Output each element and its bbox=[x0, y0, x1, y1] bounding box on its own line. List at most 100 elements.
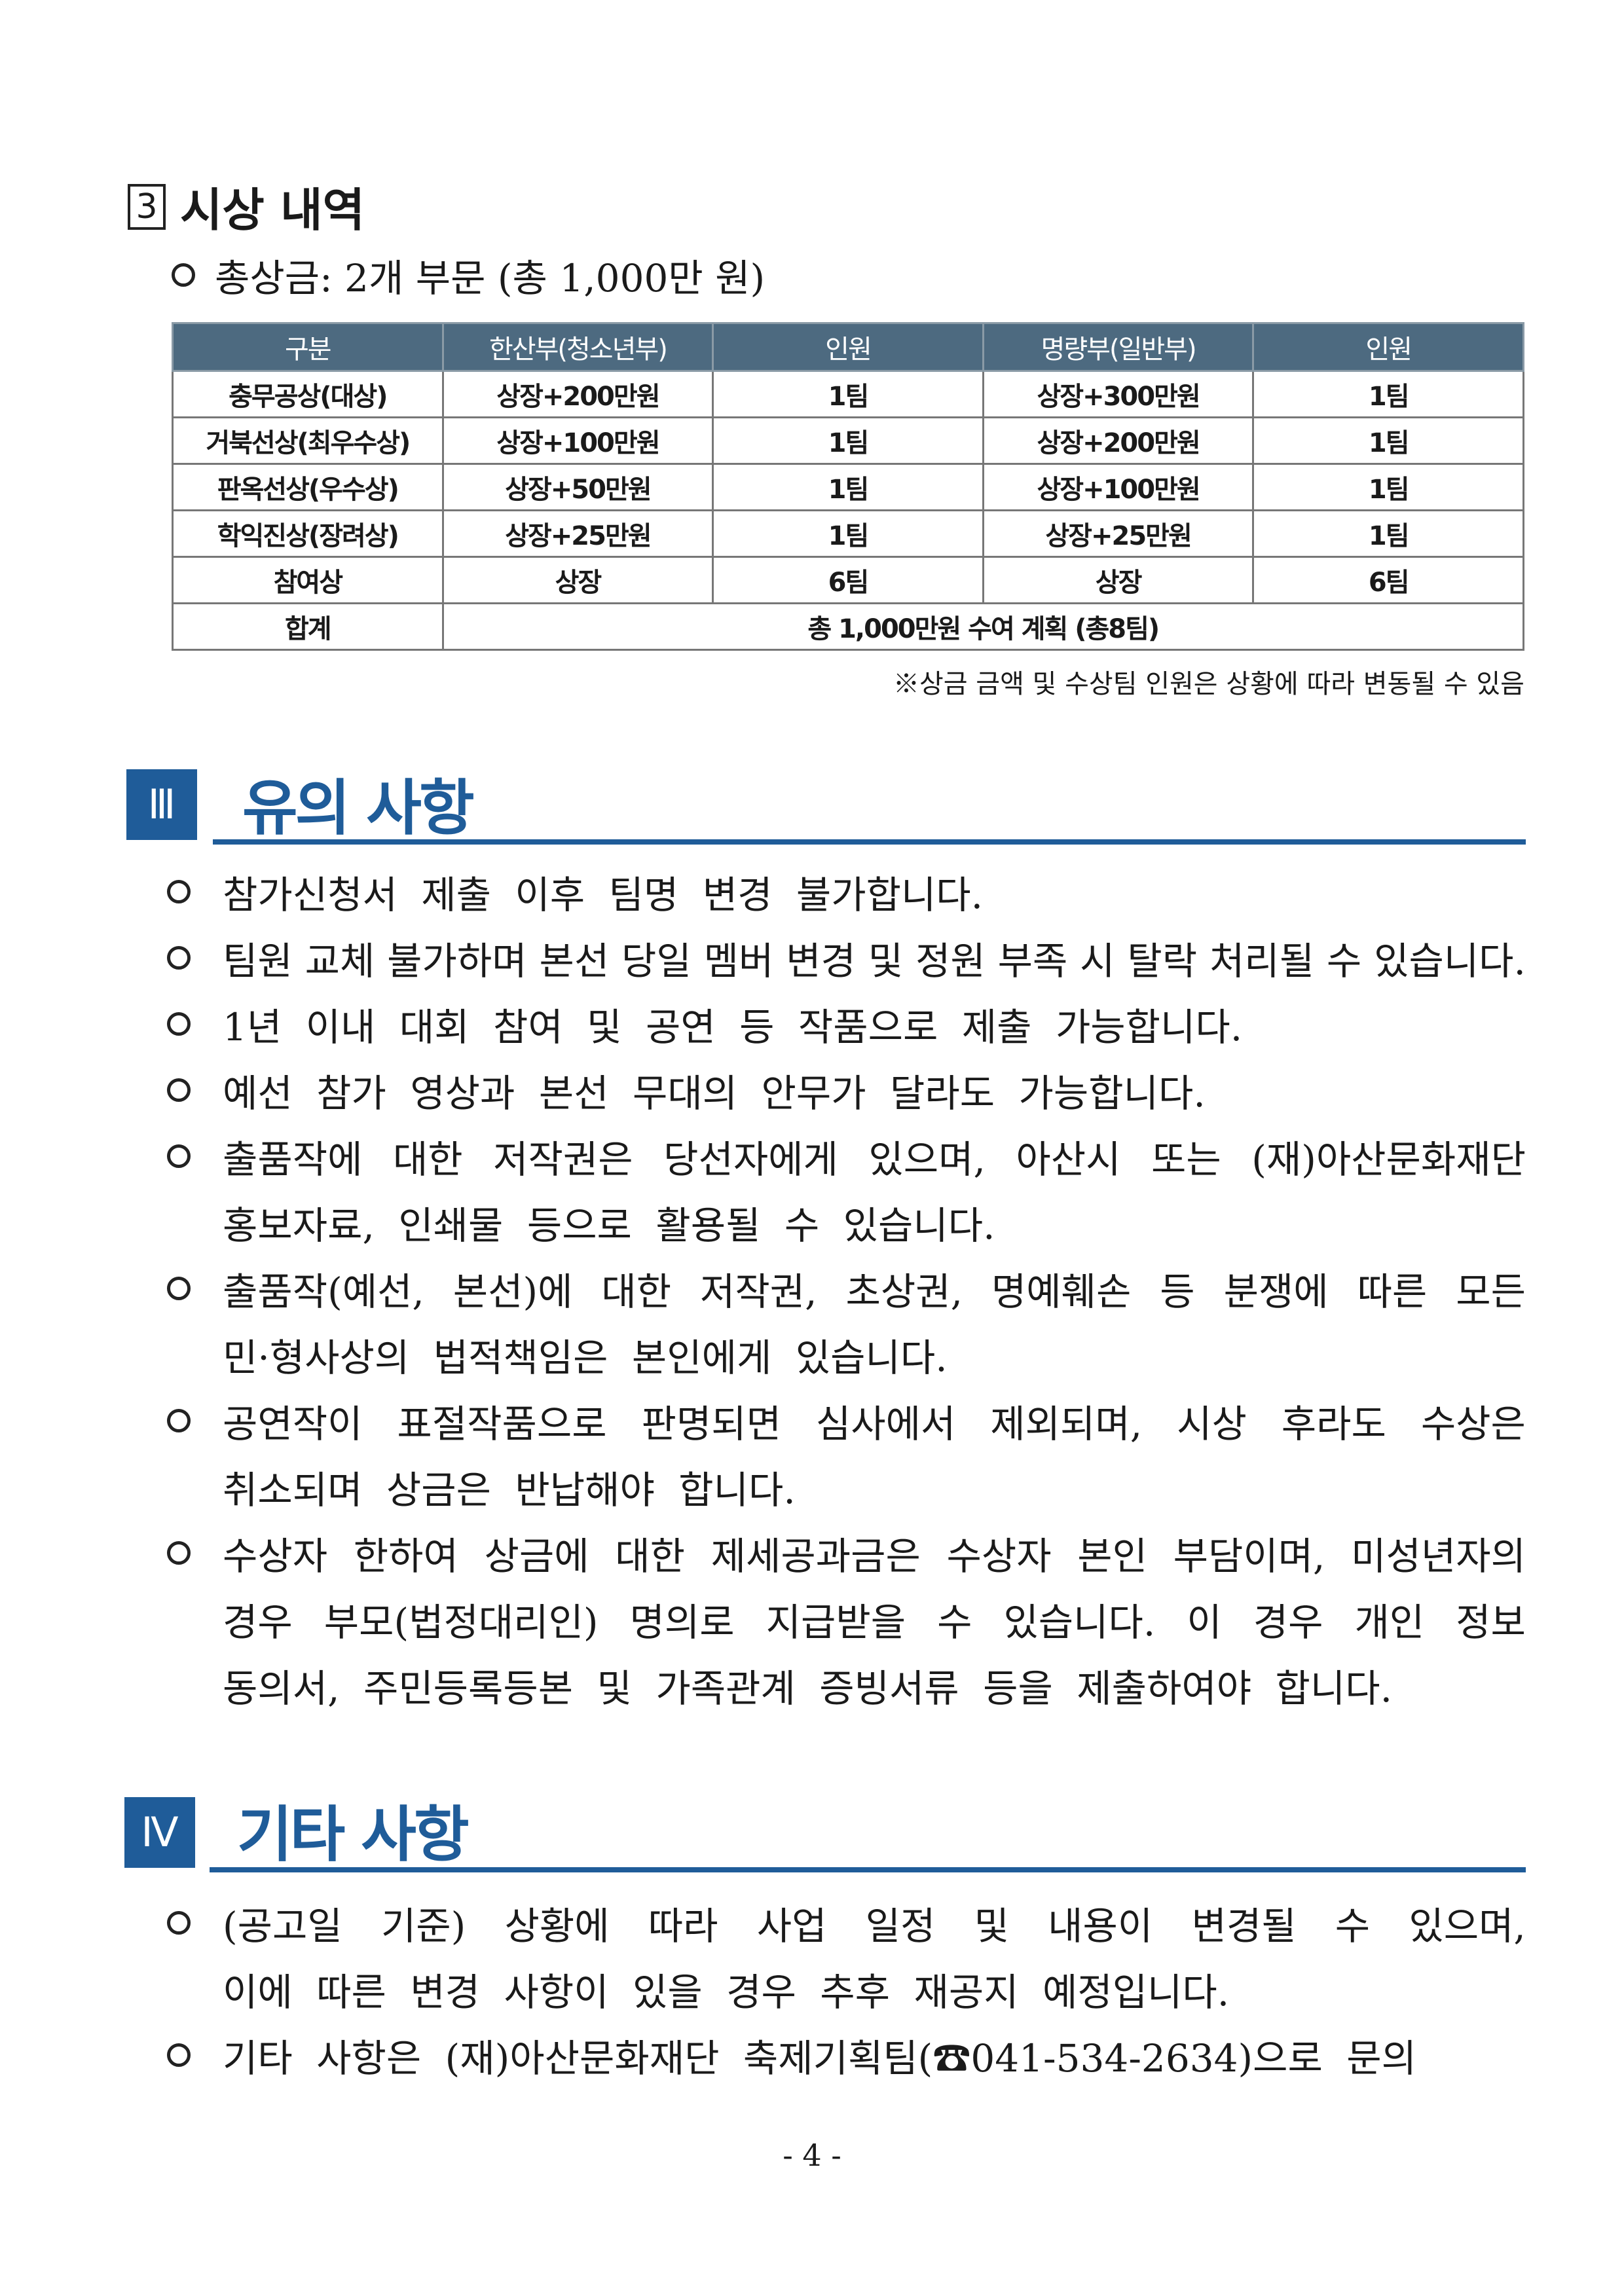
word: 일정 bbox=[865, 1904, 936, 1948]
header-cell: 인원 bbox=[1252, 322, 1524, 372]
table-cell: 1팀 bbox=[712, 509, 984, 558]
word: 제외되며, bbox=[990, 1402, 1143, 1446]
table-cell: 참여상 bbox=[172, 556, 444, 604]
list-item-text: 홍보자료, 인쇄물 등으로 활용될 수 있습니다. bbox=[223, 1203, 995, 1248]
bullet-circle-icon bbox=[167, 1541, 191, 1565]
word: 출품작(예선, bbox=[223, 1269, 424, 1314]
word: 따른 bbox=[1357, 1269, 1428, 1314]
table-row: 충무공상(대상) 상장+200만원 1팀 상장+300만원 1팀 bbox=[172, 370, 1524, 418]
word: 있습니다. bbox=[1374, 939, 1526, 983]
word: 따라 bbox=[648, 1904, 718, 1948]
header-cell: 구분 bbox=[172, 322, 444, 372]
table-cell: 6팀 bbox=[1252, 556, 1524, 604]
list-item-text: 경우 부모(법정대리인) 명의로 지급받을 수 있습니다. 이 경우 개인 정보 bbox=[223, 1592, 1526, 1647]
table-cell: 1팀 bbox=[1252, 509, 1524, 558]
table-cell: 상장+300만원 bbox=[982, 370, 1255, 418]
table-cell: 1팀 bbox=[1252, 370, 1524, 418]
bullet-circle-icon bbox=[167, 1409, 191, 1432]
word: 등 bbox=[1160, 1269, 1195, 1314]
word: 후라도 bbox=[1281, 1402, 1386, 1446]
word: 수상자 bbox=[946, 1534, 1052, 1578]
table-cell: 상장+100만원 bbox=[982, 463, 1255, 511]
list-item-text: (공고일 기준) 상황에 따라 사업 일정 및 내용이 변경될 수 있으며, bbox=[223, 1895, 1526, 1950]
word: 수상자 bbox=[223, 1534, 328, 1578]
word: 처리될 bbox=[1209, 939, 1315, 983]
word: 상황에 bbox=[504, 1904, 610, 1948]
table-cell: 상장+100만원 bbox=[441, 416, 714, 465]
word: 정원 bbox=[915, 939, 986, 983]
word: 대한 bbox=[615, 1534, 685, 1578]
bullet-circle-icon bbox=[167, 946, 191, 970]
table-cell: 상장 bbox=[982, 556, 1255, 604]
total-value: 총 1,000만원 수여 계획 (총8팀) bbox=[441, 602, 1525, 651]
word: 부담이며, bbox=[1173, 1534, 1325, 1578]
header-cell: 인원 bbox=[712, 322, 984, 372]
table-cell: 6팀 bbox=[712, 556, 984, 604]
word: 당일 bbox=[621, 939, 692, 983]
table-cell: 1팀 bbox=[712, 370, 984, 418]
word: 대한 bbox=[601, 1269, 672, 1314]
word: 지급받을 bbox=[766, 1600, 906, 1645]
list-item-text: 수상자 한하여 상금에 대한 제세공과금은 수상자 본인 부담이며, 미성년자의 bbox=[223, 1525, 1526, 1580]
word: 개인 bbox=[1354, 1600, 1425, 1645]
word: 명예훼손 bbox=[991, 1269, 1132, 1314]
word: 본인 bbox=[1077, 1534, 1147, 1578]
word: 대한 bbox=[392, 1137, 463, 1182]
word: 본선)에 bbox=[452, 1269, 573, 1314]
table-cell: 충무공상(대상) bbox=[172, 370, 444, 418]
word: 정보 bbox=[1456, 1600, 1526, 1645]
word: 기준) bbox=[380, 1904, 466, 1948]
list-item-text: 취소되며 상금은 반납해야 합니다. bbox=[223, 1468, 796, 1512]
word: 교체 bbox=[304, 939, 375, 983]
list-item-text: 기타 사항은 (재)아산문화재단 축제기획팀(☎041-534-2634)으로 … bbox=[223, 2036, 1417, 2081]
word: 공연작이 bbox=[223, 1402, 363, 1446]
word: 경우 bbox=[1253, 1600, 1323, 1645]
word: 초상권, bbox=[845, 1269, 963, 1314]
word: 수 bbox=[1326, 939, 1362, 983]
word: 있으며, bbox=[1409, 1904, 1526, 1948]
prize-table: 구분 한산부(청소년부) 인원 명량부(일반부) 인원 충무공상(대상) 상장+2… bbox=[172, 322, 1525, 651]
word: 미성년자의 bbox=[1351, 1534, 1526, 1578]
table-total-row: 합계 총 1,000만원 수여 계획 (총8팀) bbox=[172, 602, 1525, 651]
list-item-text: 동의서, 주민등록등본 및 가족관계 증빙서류 등을 제출하여야 합니다. bbox=[223, 1666, 1393, 1711]
word: 및 bbox=[868, 939, 904, 983]
word: 내용이 bbox=[1048, 1904, 1153, 1948]
section-iii-number: Ⅲ bbox=[126, 769, 197, 840]
table-cell: 상장+25만원 bbox=[982, 509, 1255, 558]
table-header-row: 구분 한산부(청소년부) 인원 명량부(일반부) 인원 bbox=[172, 322, 1524, 372]
word: 및 bbox=[974, 1904, 1009, 1948]
word: 수 bbox=[1335, 1904, 1371, 1948]
table-row: 학익진상(장려상) 상장+25만원 1팀 상장+25만원 1팀 bbox=[172, 509, 1524, 558]
bullet-circle-icon bbox=[167, 1911, 191, 1935]
word: (공고일 bbox=[223, 1904, 342, 1948]
table-cell: 거북선상(최우수상) bbox=[172, 416, 444, 465]
word: 부모(법정대리인) bbox=[323, 1600, 599, 1645]
word: 제세공과금은 bbox=[710, 1534, 921, 1578]
word: 멤버 bbox=[703, 939, 774, 983]
list-item-text: 출품작(예선, 본선)에 대한 저작권, 초상권, 명예훼손 등 분쟁에 따른 모든 bbox=[223, 1261, 1526, 1316]
table-cell: 1팀 bbox=[712, 463, 984, 511]
total-label: 합계 bbox=[172, 602, 444, 651]
word: 경우 bbox=[223, 1600, 293, 1645]
word: 시 bbox=[1080, 939, 1115, 983]
header-cell: 한산부(청소년부) bbox=[441, 322, 714, 372]
word: 또는 bbox=[1151, 1137, 1221, 1182]
word: 아산시 bbox=[1016, 1137, 1121, 1182]
header-cell: 명량부(일반부) bbox=[982, 322, 1255, 372]
table-cell: 1팀 bbox=[1252, 463, 1524, 511]
list-item-text: 1년 이내 대회 참여 및 공연 등 작품으로 제출 가능합니다. bbox=[223, 1005, 1243, 1049]
word: 있습니다. bbox=[1003, 1600, 1156, 1645]
table-cell: 상장+50만원 bbox=[441, 463, 714, 511]
word: 명의로 bbox=[629, 1600, 735, 1645]
bullet-circle-icon bbox=[172, 263, 195, 287]
bullet-circle-icon bbox=[167, 2043, 191, 2067]
word: 저작권, bbox=[700, 1269, 817, 1314]
bullet-circle-icon bbox=[167, 1144, 191, 1168]
word: 부족 bbox=[997, 939, 1068, 983]
section-title: 시상 내역 bbox=[180, 183, 365, 237]
table-row: 판옥선상(우수상) 상장+50만원 1팀 상장+100만원 1팀 bbox=[172, 463, 1524, 511]
bullet-circle-icon bbox=[167, 1012, 191, 1036]
word: 탈락 bbox=[1127, 939, 1198, 983]
table-cell: 상장+200만원 bbox=[982, 416, 1255, 465]
table-cell: 상장+200만원 bbox=[441, 370, 714, 418]
